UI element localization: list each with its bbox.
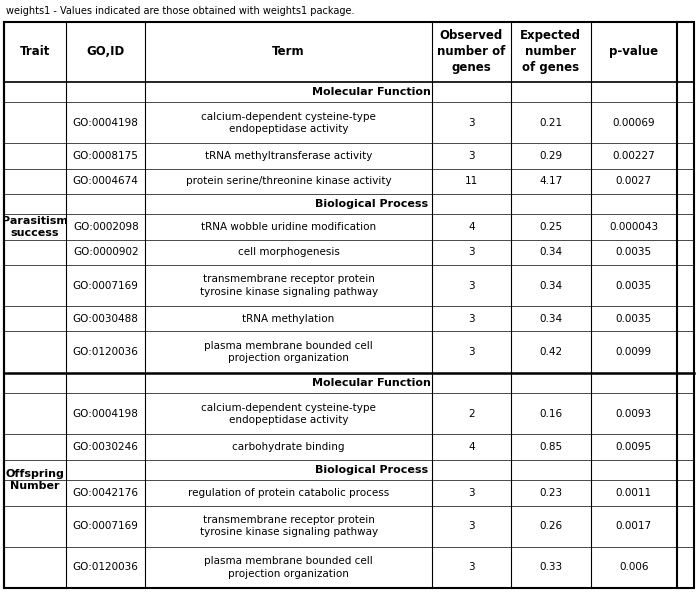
- Text: Molecular Function: Molecular Function: [312, 87, 431, 97]
- Text: GO:0000902: GO:0000902: [73, 247, 139, 257]
- Text: 0.34: 0.34: [540, 280, 563, 290]
- Text: calcium-dependent cysteine-type
endopeptidase activity: calcium-dependent cysteine-type endopept…: [201, 112, 376, 134]
- Text: 0.006: 0.006: [619, 563, 648, 573]
- Text: Molecular Function: Molecular Function: [312, 378, 431, 388]
- Text: GO:0042176: GO:0042176: [73, 488, 139, 498]
- Text: 0.25: 0.25: [540, 222, 563, 232]
- Text: 3: 3: [468, 347, 475, 357]
- Text: Expected
number
of genes: Expected number of genes: [520, 29, 581, 74]
- Text: 0.0035: 0.0035: [616, 247, 652, 257]
- Text: p-value: p-value: [609, 45, 658, 58]
- Text: 0.0027: 0.0027: [616, 176, 652, 187]
- Text: 0.16: 0.16: [540, 409, 563, 419]
- Text: weights1 - Values indicated are those obtained with weights1 package.: weights1 - Values indicated are those ob…: [6, 6, 355, 16]
- Text: Biological Process: Biological Process: [315, 465, 428, 475]
- Text: 3: 3: [468, 280, 475, 290]
- Text: 3: 3: [468, 118, 475, 128]
- Text: tRNA methylation: tRNA methylation: [242, 314, 335, 324]
- Text: GO:0007169: GO:0007169: [73, 521, 139, 531]
- Bar: [4, 22, 694, 81]
- Text: plasma membrane bounded cell
projection organization: plasma membrane bounded cell projection …: [205, 556, 373, 579]
- Text: regulation of protein catabolic process: regulation of protein catabolic process: [188, 488, 389, 498]
- Text: 0.0093: 0.0093: [616, 409, 652, 419]
- Text: 0.21: 0.21: [540, 118, 563, 128]
- Text: 0.0099: 0.0099: [616, 347, 652, 357]
- Text: GO:0008175: GO:0008175: [73, 151, 139, 161]
- Text: protein serine/threonine kinase activity: protein serine/threonine kinase activity: [186, 176, 392, 187]
- Text: 0.26: 0.26: [540, 521, 563, 531]
- Text: 0.34: 0.34: [540, 314, 563, 324]
- Text: transmembrane receptor protein
tyrosine kinase signaling pathway: transmembrane receptor protein tyrosine …: [200, 274, 378, 297]
- Text: 3: 3: [468, 247, 475, 257]
- Text: cell morphogenesis: cell morphogenesis: [238, 247, 339, 257]
- Text: plasma membrane bounded cell
projection organization: plasma membrane bounded cell projection …: [205, 341, 373, 363]
- Text: 0.0017: 0.0017: [616, 521, 652, 531]
- Text: 0.0011: 0.0011: [616, 488, 652, 498]
- Text: 3: 3: [468, 488, 475, 498]
- Text: 11: 11: [465, 176, 478, 187]
- Text: Observed
number of
genes: Observed number of genes: [437, 29, 505, 74]
- Text: GO:0004674: GO:0004674: [73, 176, 139, 187]
- Text: 0.00069: 0.00069: [612, 118, 655, 128]
- Text: Trait: Trait: [20, 45, 50, 58]
- Text: 0.00227: 0.00227: [612, 151, 655, 161]
- Text: GO:0002098: GO:0002098: [73, 222, 139, 232]
- Text: 3: 3: [468, 563, 475, 573]
- Text: 3: 3: [468, 151, 475, 161]
- Text: 0.0035: 0.0035: [616, 280, 652, 290]
- Text: Biological Process: Biological Process: [315, 199, 428, 209]
- Text: 4: 4: [468, 442, 475, 452]
- Text: 3: 3: [468, 521, 475, 531]
- Text: GO:0030488: GO:0030488: [73, 314, 139, 324]
- Text: transmembrane receptor protein
tyrosine kinase signaling pathway: transmembrane receptor protein tyrosine …: [200, 515, 378, 538]
- Text: GO:0004198: GO:0004198: [73, 118, 139, 128]
- Text: 4: 4: [468, 222, 475, 232]
- Text: 0.000043: 0.000043: [609, 222, 658, 232]
- Text: calcium-dependent cysteine-type
endopeptidase activity: calcium-dependent cysteine-type endopept…: [201, 403, 376, 425]
- Text: GO:0120036: GO:0120036: [73, 347, 139, 357]
- Text: Offspring
Number: Offspring Number: [6, 469, 64, 491]
- Text: 0.33: 0.33: [540, 563, 563, 573]
- Text: carbohydrate binding: carbohydrate binding: [232, 442, 345, 452]
- Text: 0.23: 0.23: [540, 488, 563, 498]
- Text: GO:0007169: GO:0007169: [73, 280, 139, 290]
- Text: 3: 3: [468, 314, 475, 324]
- Text: 0.85: 0.85: [540, 442, 563, 452]
- Text: tRNA methyltransferase activity: tRNA methyltransferase activity: [205, 151, 372, 161]
- Text: GO:0004198: GO:0004198: [73, 409, 139, 419]
- Text: 2: 2: [468, 409, 475, 419]
- Text: 4.17: 4.17: [539, 176, 563, 187]
- Text: 0.34: 0.34: [540, 247, 563, 257]
- Text: tRNA wobble uridine modification: tRNA wobble uridine modification: [201, 222, 376, 232]
- Text: 0.0095: 0.0095: [616, 442, 652, 452]
- Text: GO:0120036: GO:0120036: [73, 563, 139, 573]
- Text: 0.29: 0.29: [540, 151, 563, 161]
- Text: Parasitism
success: Parasitism success: [2, 216, 68, 238]
- Text: Term: Term: [272, 45, 305, 58]
- Text: 0.42: 0.42: [540, 347, 563, 357]
- Text: GO:0030246: GO:0030246: [73, 442, 139, 452]
- Text: 0.0035: 0.0035: [616, 314, 652, 324]
- Text: GO,ID: GO,ID: [87, 45, 125, 58]
